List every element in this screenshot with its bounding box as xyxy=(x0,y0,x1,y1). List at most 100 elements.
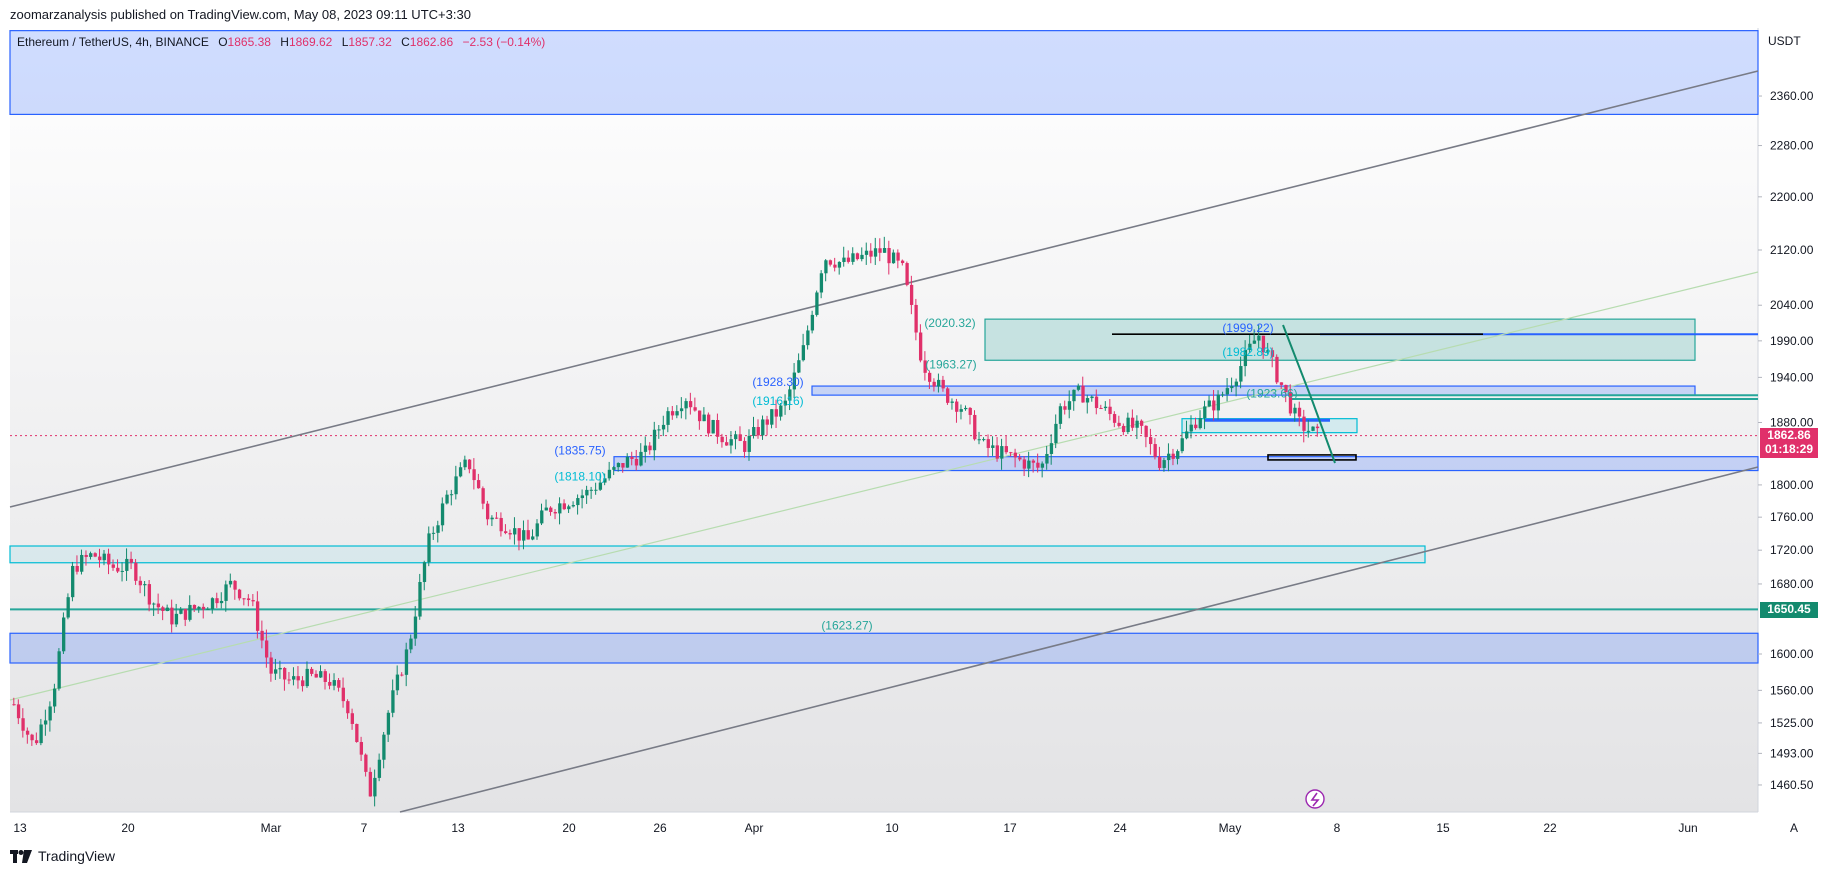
candle-body xyxy=(458,467,463,477)
black-box xyxy=(1267,454,1357,461)
annotation-label: (1916.16) xyxy=(752,394,803,408)
candle-body xyxy=(1239,366,1243,382)
candle-body xyxy=(1189,424,1193,432)
candle-body xyxy=(756,427,760,436)
candle-body xyxy=(1090,396,1094,399)
candle-body xyxy=(174,613,179,625)
candle-body xyxy=(1031,460,1036,463)
candle-body xyxy=(490,517,494,520)
zone-top-zone xyxy=(9,30,1759,116)
candle-body xyxy=(1063,406,1067,410)
candle-body xyxy=(540,510,544,524)
price-chart[interactable]: (2020.32) (1963.27) (1928.30) (1916.16) (183… xyxy=(0,0,1834,842)
candle-body xyxy=(643,445,648,452)
candle-body xyxy=(603,478,607,483)
candle-body xyxy=(476,480,481,489)
candle-body xyxy=(684,401,688,409)
x-tick-label: 13 xyxy=(451,821,465,835)
candle-body xyxy=(946,388,950,403)
candle-body xyxy=(1009,452,1013,454)
candle-body xyxy=(1198,418,1202,429)
candle-body xyxy=(977,439,981,441)
candle-body xyxy=(409,638,413,650)
candle-body xyxy=(98,556,102,561)
candle-body xyxy=(810,314,815,331)
candle-body xyxy=(639,451,643,466)
candle-body xyxy=(355,723,359,743)
candle-body xyxy=(1293,407,1297,414)
candle-body xyxy=(982,439,986,441)
candle-body xyxy=(1266,350,1270,353)
level-price-value: 1650.45 xyxy=(1767,602,1811,616)
y-tick-label: 1460.50 xyxy=(1770,778,1814,792)
candle-body xyxy=(1171,453,1175,459)
candle-body xyxy=(1284,384,1288,392)
candle-body xyxy=(648,445,652,451)
x-tick-label: 24 xyxy=(1113,821,1127,835)
candle-body xyxy=(260,630,264,641)
candle-body xyxy=(251,600,255,602)
candle-body xyxy=(761,419,765,436)
candle-body xyxy=(562,503,566,510)
candle-body xyxy=(743,440,747,452)
candle-body xyxy=(824,260,828,274)
candle-body xyxy=(508,533,512,535)
candle-body xyxy=(666,411,670,425)
candle-body xyxy=(779,405,783,417)
candle-body xyxy=(1094,396,1099,409)
candle-body xyxy=(738,434,742,441)
candle-body xyxy=(792,372,796,390)
candle-body xyxy=(558,503,562,514)
candle-body xyxy=(1121,425,1126,433)
candle-body xyxy=(833,264,837,268)
candle-body xyxy=(716,420,720,437)
candle-body xyxy=(1067,401,1072,410)
candle-body xyxy=(395,674,400,691)
candle-body xyxy=(549,507,553,513)
candle-body xyxy=(621,463,625,468)
candle-body xyxy=(616,463,621,468)
close-label: C xyxy=(401,35,410,49)
candle-body xyxy=(1306,430,1311,432)
candle-body xyxy=(1225,388,1229,395)
y-tick-label: 2360.00 xyxy=(1770,89,1814,103)
candle-body xyxy=(188,604,192,620)
candle-body xyxy=(851,253,855,262)
candle-body xyxy=(215,598,219,604)
candle-body xyxy=(995,445,999,459)
candle-body xyxy=(580,495,585,499)
price-unit-label[interactable]: USDT xyxy=(1768,34,1801,48)
channel-upper-line xyxy=(9,70,1759,508)
candle-body xyxy=(1162,460,1166,468)
candle-body xyxy=(607,469,612,479)
candle-body xyxy=(734,434,738,440)
candle-body xyxy=(319,671,323,678)
candle-body xyxy=(427,533,431,563)
candle-body xyxy=(274,669,278,674)
candle-body xyxy=(431,532,436,534)
annotation-label: (1835.75) xyxy=(554,444,605,458)
candle-body xyxy=(328,681,332,686)
candle-body xyxy=(661,424,666,430)
x-tick-label: Apr xyxy=(745,821,764,835)
candle-body xyxy=(404,649,409,675)
ohlc-legend: Ethereum / TetherUS, 4h, BINANCE O1865.3… xyxy=(17,35,545,49)
candle-body xyxy=(891,252,896,264)
candle-body xyxy=(1027,460,1031,469)
candle-body xyxy=(1297,407,1302,417)
candle-body xyxy=(165,607,170,611)
candle-body xyxy=(959,409,963,412)
tradingview-logo[interactable]: TradingView xyxy=(10,848,115,864)
candle-body xyxy=(80,554,84,572)
chart-header: zoomarzanalysis published on TradingView… xyxy=(0,0,1834,28)
candle-body xyxy=(918,332,923,361)
candle-body xyxy=(463,459,467,468)
x-tick-label: 7 xyxy=(361,821,368,835)
candle-body xyxy=(269,657,273,674)
candle-body xyxy=(62,617,66,652)
candle-body xyxy=(1288,391,1293,414)
candle-body xyxy=(179,608,183,614)
candle-body xyxy=(138,580,142,586)
candle-body xyxy=(495,517,499,519)
candle-body xyxy=(71,565,75,598)
